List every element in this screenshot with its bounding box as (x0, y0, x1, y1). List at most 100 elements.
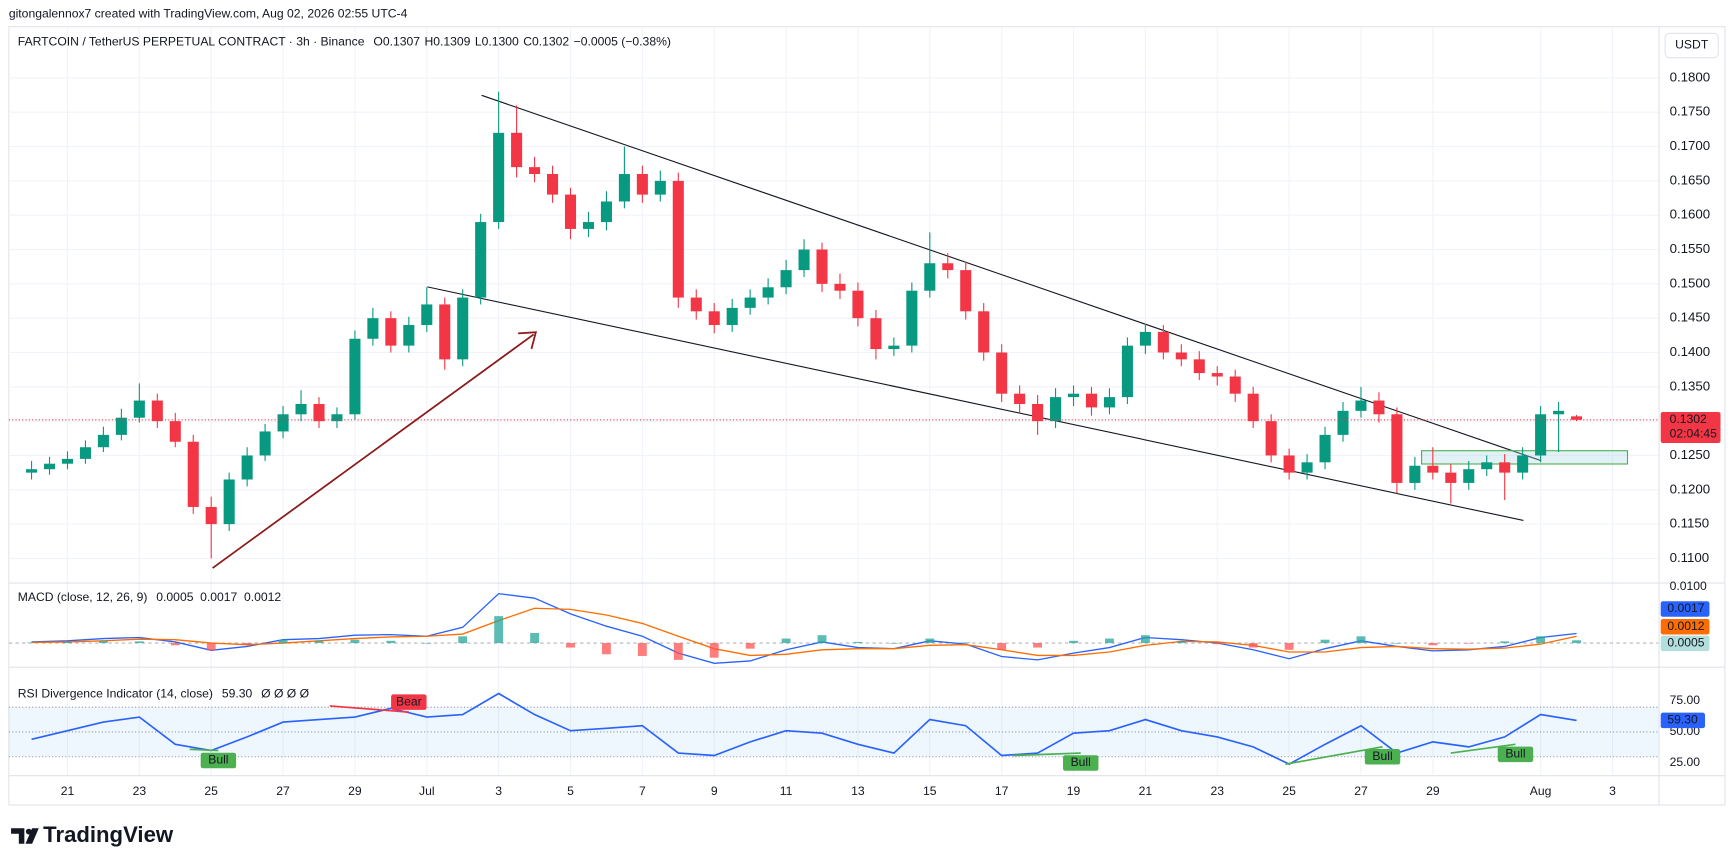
candle-body (1121, 345, 1133, 398)
macd-histogram-bar (1212, 643, 1222, 645)
brand-logo (11, 828, 39, 844)
candle-body (672, 180, 684, 298)
candle-body (924, 263, 936, 291)
candle-body (1247, 393, 1259, 422)
countdown: 02:04:45 (1670, 426, 1718, 440)
macd-histogram-bar (1356, 636, 1366, 644)
candle-body (475, 222, 487, 298)
macd-histogram-bar (961, 642, 971, 644)
macd-line (31, 607, 1577, 657)
y-tick-label: 25.00 (1670, 755, 1701, 769)
ohlc-key: C (523, 34, 532, 48)
candle-body (277, 414, 289, 432)
candle-body (1553, 410, 1565, 415)
macd-histogram-bar (709, 643, 719, 658)
macd-histogram-bar (1176, 641, 1186, 644)
macd-histogram-bar (1320, 639, 1330, 644)
divergence-label: Bull (1505, 747, 1525, 761)
y-tick-label: 0.1600 (1670, 207, 1711, 222)
candle-body (1067, 393, 1080, 398)
candle-body (834, 283, 846, 291)
macd-histogram-bar (853, 641, 863, 644)
macd-histogram-bar (494, 616, 504, 644)
candle-body (1463, 469, 1475, 483)
legend-value: 0.0005 (156, 590, 193, 604)
y-tick-label: 0.0100 (1670, 579, 1707, 593)
macd-histogram-bar (817, 635, 827, 644)
candle-body (1265, 421, 1277, 456)
candle-body (1283, 455, 1295, 473)
x-tick-label: 27 (276, 784, 290, 798)
y-tick-label: 0.1750 (1670, 104, 1711, 119)
candle-body (978, 311, 990, 353)
ohlc-value: 0.1302 (532, 34, 569, 48)
y-tick-label: 0.1200 (1670, 481, 1711, 496)
candle-body (1014, 393, 1026, 404)
ohlc-key: H (424, 34, 433, 48)
macd-histogram-bar (1428, 643, 1438, 646)
candle-body (1103, 397, 1115, 408)
candle-body (403, 325, 415, 346)
macd-histogram-bar (422, 643, 432, 644)
legend-value: 0.0012 (244, 590, 281, 604)
x-tick-label: 21 (1139, 784, 1153, 798)
candle-body (439, 304, 451, 360)
candle-body (780, 270, 792, 288)
x-tick-label: 25 (1282, 784, 1296, 798)
brand: TradingView (43, 822, 174, 847)
macd-histogram-bar (566, 643, 575, 648)
candle-body (367, 318, 379, 339)
candle-body (1139, 331, 1151, 346)
x-tick-label: 21 (61, 784, 75, 798)
candle-body (942, 263, 954, 271)
candle-body (295, 403, 307, 415)
y-tick-label: 0.1800 (1670, 69, 1711, 84)
candle-body (151, 400, 163, 422)
macd-histogram-bar (1500, 641, 1510, 644)
candle-body (223, 479, 235, 525)
macd-histogram-bar (1069, 640, 1078, 644)
y-tick-label: 0.1150 (1670, 516, 1710, 531)
macd-histogram-bar (27, 642, 36, 644)
divergence-line (189, 748, 219, 752)
x-tick-label: 3 (1609, 784, 1616, 798)
candle-body (529, 167, 541, 175)
macd-histogram-bar (925, 638, 935, 644)
candle-body (1157, 331, 1169, 353)
candle-body (547, 174, 559, 195)
x-tick-label: 5 (567, 784, 574, 798)
x-tick-label: 17 (995, 784, 1009, 798)
currency-button[interactable] (1664, 32, 1719, 59)
macd-histogram-bar (997, 643, 1007, 650)
trendline-lower (427, 286, 1524, 522)
candle-body (313, 403, 325, 422)
candle-body (511, 132, 523, 168)
macd-histogram-bar (458, 636, 468, 644)
divergence-label: Bear (396, 694, 422, 708)
y-tick-label: 0.1250 (1670, 447, 1711, 462)
macd-histogram-bar (1033, 643, 1043, 648)
value-box (1660, 601, 1710, 617)
candle-body (1445, 472, 1457, 483)
macd-histogram-bar (889, 643, 899, 644)
divergence-tag (1497, 746, 1534, 763)
ohlc-value: 0.1300 (482, 34, 519, 48)
candle-body (1409, 465, 1421, 483)
candle-body (744, 297, 756, 308)
currency[interactable]: USDT (1675, 38, 1709, 52)
candle-body (870, 318, 882, 350)
candle-body (1535, 414, 1547, 456)
legend-symbols: Ø Ø Ø Ø (261, 687, 309, 701)
candle-body (1571, 416, 1583, 420)
candle-body (1391, 414, 1403, 483)
trendline-upper (481, 94, 1542, 462)
candle-body (996, 352, 1008, 394)
y-tick-label: 0.1400 (1670, 344, 1711, 359)
x-tick-label: 23 (1210, 784, 1224, 798)
x-tick-label: 29 (1426, 784, 1440, 798)
candle-body (187, 441, 199, 507)
value-box (1660, 712, 1705, 729)
candle-body (600, 201, 612, 223)
candle-body (582, 222, 595, 229)
